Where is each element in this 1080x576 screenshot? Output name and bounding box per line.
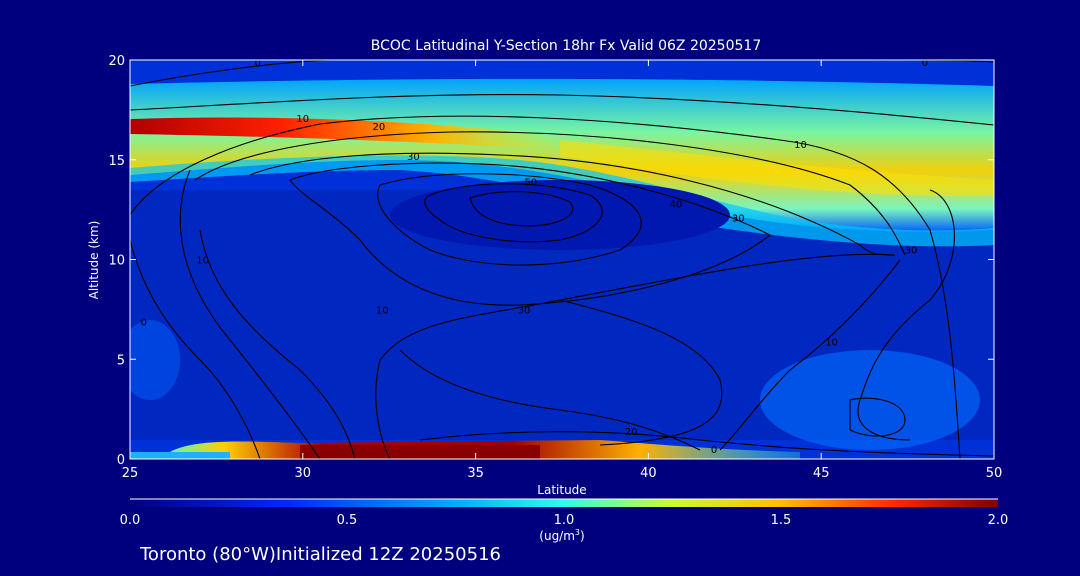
x-tick-label: 50 [986, 466, 1003, 481]
contour-10-left-b [199, 229, 356, 459]
y-tick-label: 20 [108, 54, 125, 69]
contour-label: 10 [196, 256, 209, 267]
colorbar-units-suffix: ) [580, 529, 585, 543]
left-light-patch [130, 320, 180, 400]
upper-red-band [130, 117, 560, 150]
y-tick-label: 5 [117, 353, 125, 368]
contour-label: 50 [525, 178, 538, 189]
colorbar-tick-label: 2.0 [988, 513, 1009, 528]
contour-labels: 0 0 10 20 30 50 40 30 10 30 30 10 10 20 10 0 0 [141, 58, 928, 456]
contour-surface [419, 431, 994, 457]
right-light-patch [760, 350, 980, 450]
contour-label: 0 [141, 317, 147, 328]
contour-45 [377, 173, 642, 266]
surface-dark-red [300, 445, 540, 459]
contour-40 [289, 162, 772, 306]
contour-right-b [857, 189, 955, 441]
x-axis-label: Latitude [537, 483, 586, 497]
y-axis-label: Altitude (km) [87, 221, 101, 300]
upper-yellow-band [560, 140, 994, 197]
x-tick-label: 35 [467, 466, 484, 481]
contour-label: 0 [922, 58, 928, 69]
colorbar-units-superscript: 3 [575, 528, 580, 537]
contour-label: 10 [296, 114, 309, 125]
contour-0-top [130, 60, 331, 87]
contour-label: 30 [518, 305, 531, 316]
contour-mid-right [559, 299, 723, 446]
contour-label: 30 [407, 152, 420, 163]
contour-label: 0 [255, 58, 261, 69]
plume-edge-cyan [130, 155, 994, 247]
colorbar-ticks: 0.0 0.5 1.0 1.5 2.0 [120, 513, 1009, 528]
contour-10-upper [130, 93, 994, 126]
colorbar-units: (ug/m3) [539, 528, 584, 543]
x-tick-label: 40 [640, 466, 657, 481]
y-tick-label: 10 [108, 254, 125, 269]
x-axis-ticks: 25 30 35 40 45 50 [122, 60, 1003, 481]
contour-0-left [130, 239, 261, 459]
colorbar-tick-label: 1.0 [554, 513, 575, 528]
colorbar-tick-label: 0.0 [120, 513, 141, 528]
contour-10-left [179, 169, 321, 459]
contour-right-a [719, 259, 901, 451]
contour-label: 0 [711, 445, 717, 456]
plot-area [130, 60, 994, 459]
contour-label: 20 [625, 427, 638, 438]
contour-30 [249, 152, 896, 459]
colorbar-units-prefix: (ug/m [539, 529, 575, 543]
colorbar-tick-label: 1.5 [771, 513, 792, 528]
mid-dark-core [390, 180, 730, 250]
y-tick-label: 15 [108, 154, 125, 169]
footer-initialized-text: Toronto (80°W)Initialized 12Z 20250516 [139, 544, 501, 565]
chart-title: BCOC Latitudinal Y-Section 18hr Fx Valid… [371, 38, 761, 54]
contour-10-loop [130, 115, 961, 459]
y-tick-label: 0 [117, 453, 125, 468]
x-tick-label: 30 [295, 466, 312, 481]
colorbar [130, 499, 998, 507]
contour-lower-mid [399, 349, 701, 451]
contour-55 [469, 191, 573, 227]
contour-label: 30 [732, 214, 745, 225]
contour-50 [424, 183, 603, 243]
contour-20 [194, 131, 906, 256]
contour-label: 30 [905, 246, 918, 257]
surface-cyan-strip [130, 452, 230, 459]
colorbar-tick-label: 0.5 [337, 513, 358, 528]
x-tick-label: 25 [122, 466, 139, 481]
contour-label: 10 [794, 140, 807, 151]
contour-label: 40 [670, 200, 683, 211]
contour-label: 10 [376, 305, 389, 316]
y-axis-ticks: 0 5 10 15 20 [108, 54, 994, 468]
x-tick-label: 45 [813, 466, 830, 481]
contour-label: 10 [825, 337, 838, 348]
contour-right-loop [849, 397, 906, 437]
contour-lines [130, 60, 994, 459]
contour-label: 20 [372, 122, 385, 133]
